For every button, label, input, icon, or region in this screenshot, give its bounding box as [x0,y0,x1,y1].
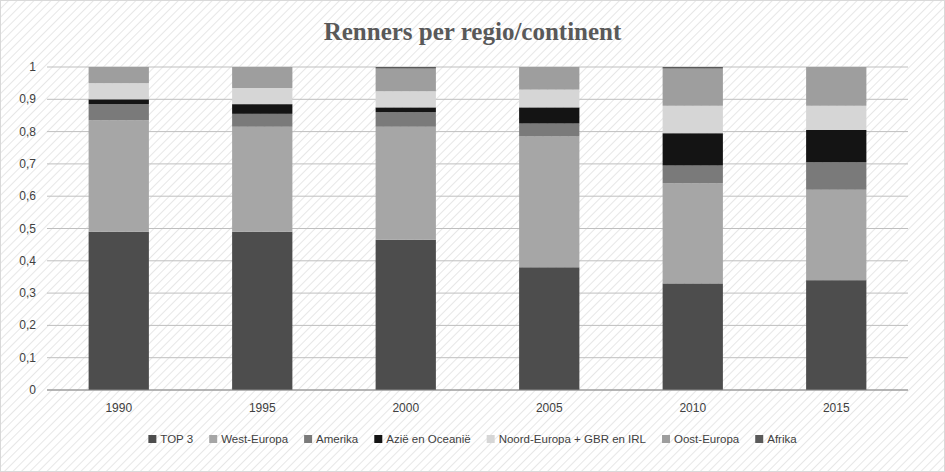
bar-segment [89,232,149,390]
legend-label: Azië en Oceanië [386,433,470,445]
bar-segment [806,162,866,189]
bar-segment [232,232,292,390]
y-tick-label: 0,5 [19,222,36,236]
bar-segment [519,67,579,68]
y-tick-label: 0 [29,383,36,397]
legend-swatch [374,435,382,443]
bar-segment [376,91,436,107]
bar-segment [376,112,436,127]
grid-line [47,131,908,132]
bar-segment [232,127,292,232]
y-tick-label: 0,7 [19,157,36,171]
legend-label: Afrika [767,433,797,445]
bar-segment [89,99,149,104]
bars [89,67,867,390]
chart-border [1,1,945,472]
legend: TOP 3 West-Europa Amerika Azië en Oceanië No… [148,433,797,445]
legend-swatch [148,435,156,443]
bar-segment [663,133,723,165]
grid-line [47,67,908,68]
bar-segment [806,67,866,106]
y-tick-label: 0,4 [19,254,36,268]
y-tick-label: 0,9 [19,92,36,106]
bar-segment [89,67,149,83]
bar-segment [232,67,292,88]
bar-segment [663,67,723,69]
y-tick-label: 0,3 [19,286,36,300]
background [0,0,945,472]
title: Renners per regio/continent [324,18,622,45]
x-tick-label: 2015 [823,401,850,415]
bar-segment [89,67,149,68]
bar-segment [232,104,292,114]
grid-line [47,260,908,261]
legend-label: Oost-Europa [674,433,740,445]
bar-segment [806,130,866,162]
bar-segment [663,183,723,283]
grid-line [47,293,908,294]
grid-line [47,163,908,164]
grid-line [47,390,908,391]
grid-line [47,99,908,100]
legend-swatch [755,435,763,443]
bar-segment [663,166,723,184]
bar-segment [806,280,866,390]
bar-segment [663,283,723,390]
bar-segment [89,104,149,120]
bar-segment [519,267,579,390]
bar-segment [806,106,866,130]
bar-segment [376,69,436,92]
x-axis [47,390,908,391]
y-tick-label: 0,2 [19,318,36,332]
bar-segment [806,67,866,68]
legend-swatch [662,435,670,443]
legend-swatch [487,435,495,443]
y-tick-label: 0,6 [19,189,36,203]
grid-line [47,357,908,358]
x-tick-label: 2010 [679,401,706,415]
bar-segment [806,190,866,280]
bar-segment [232,67,292,68]
y-tick-label: 0,8 [19,125,36,139]
x-tick-label: 2005 [536,401,563,415]
grid-line [47,325,908,326]
bar-segment [89,120,149,231]
grid-line [47,228,908,229]
legend-swatch [304,435,312,443]
bar-segment [663,106,723,133]
bar-segment [519,90,579,108]
x-tick-label: 2000 [392,401,419,415]
bar-segment [232,88,292,104]
bar-segment [663,69,723,106]
bar-segment [376,127,436,240]
legend-label: Amerika [316,433,359,445]
bar-segment [232,114,292,127]
bar-segment [519,67,579,90]
bar-segment [376,67,436,69]
legend-label: TOP 3 [160,433,193,445]
grid-line [47,196,908,197]
y-tick-label: 1 [29,60,36,74]
y-tick-label: 0,1 [19,351,36,365]
x-tick-label: 1995 [249,401,276,415]
bar-segment [519,124,579,137]
legend-label: West-Europa [221,433,289,445]
bar-segment [376,240,436,390]
bar-segment [519,107,579,123]
bar-segment [519,136,579,267]
legend-label: Noord-Europa + GBR en IRL [499,433,647,445]
bar-segment [89,83,149,99]
legend-swatch [209,435,217,443]
x-tick-label: 1990 [105,401,132,415]
chart: Renners per regio/continent 0 0,1 0,2 0,3 0,4… [0,0,945,472]
bar-segment [376,107,436,112]
